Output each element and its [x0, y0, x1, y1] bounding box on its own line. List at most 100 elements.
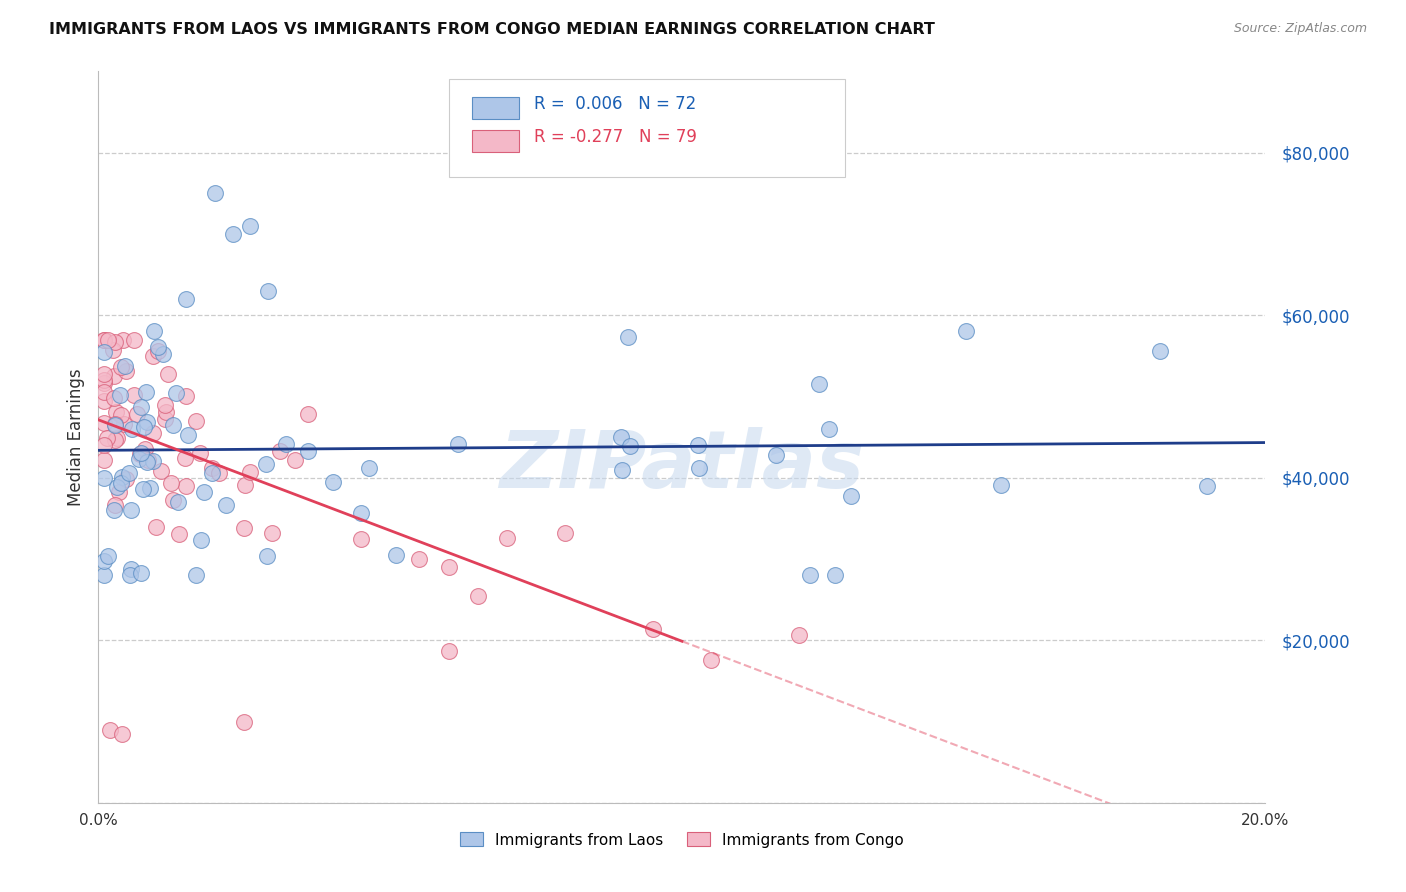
Point [104, 417, 127, 431]
Point [114, 364, 136, 378]
Point [129, 447, 152, 461]
Point [254, 458, 277, 472]
Point [174, 389, 197, 403]
Point [148, 343, 170, 358]
Point [134, 442, 156, 456]
Point [256, 549, 278, 563]
Point [110, 388, 132, 402]
Point [239, 219, 262, 233]
Point [765, 448, 787, 462]
Point [817, 422, 839, 436]
Legend: Immigrants from Laos, Immigrants from Congo: Immigrants from Laos, Immigrants from Co… [454, 826, 910, 854]
Y-axis label: Median Earnings: Median Earnings [66, 368, 84, 506]
Point [990, 478, 1012, 492]
Point [93, 373, 115, 387]
Point [167, 495, 190, 509]
Point [132, 419, 155, 434]
Point [121, 422, 143, 436]
Point [467, 589, 489, 603]
Point [139, 481, 162, 495]
Point [155, 405, 177, 419]
Point [149, 464, 172, 478]
Point [108, 485, 131, 500]
Point [496, 531, 519, 545]
Point [177, 428, 200, 442]
Point [437, 560, 460, 574]
Point [128, 452, 150, 467]
Point [233, 478, 256, 492]
Point [110, 409, 132, 423]
Point [105, 480, 128, 494]
Point [153, 412, 176, 426]
Point [145, 520, 167, 534]
Point [612, 463, 634, 477]
Point [188, 445, 211, 459]
Point [839, 489, 862, 503]
Point [184, 568, 207, 582]
Point [201, 466, 224, 480]
Point [262, 525, 284, 540]
Point [122, 333, 145, 347]
Point [208, 466, 231, 480]
Point [93, 394, 115, 409]
Point [93, 471, 115, 485]
Point [204, 186, 226, 201]
Point [118, 466, 141, 480]
Point [350, 533, 373, 547]
Point [808, 376, 831, 391]
Point [160, 475, 183, 490]
Point [93, 416, 115, 430]
Point [215, 498, 238, 512]
Point [447, 437, 470, 451]
Point [122, 388, 145, 402]
Point [173, 450, 195, 465]
Point [103, 502, 125, 516]
Point [274, 436, 297, 450]
Point [135, 384, 157, 399]
Point [110, 475, 132, 490]
Point [297, 407, 319, 421]
Point [174, 292, 197, 306]
Point [256, 284, 278, 298]
Point [136, 454, 159, 468]
Point [93, 385, 115, 400]
Point [93, 376, 115, 390]
Point [616, 330, 638, 344]
Point [408, 551, 430, 566]
Point [93, 554, 115, 568]
Point [131, 566, 153, 580]
Point [129, 400, 152, 414]
Point [112, 417, 135, 431]
Point [162, 417, 184, 432]
Point [350, 506, 373, 520]
Point [955, 325, 977, 339]
Point [136, 453, 159, 467]
Point [120, 562, 142, 576]
Point [142, 349, 165, 363]
Point [167, 527, 190, 541]
Point [153, 398, 176, 412]
Point [96, 431, 118, 445]
Point [93, 368, 115, 382]
Point [201, 461, 224, 475]
Point [186, 414, 208, 428]
Point [93, 438, 115, 452]
Point [437, 644, 460, 658]
Point [787, 628, 810, 642]
Point [165, 386, 187, 401]
Point [98, 723, 121, 737]
Point [162, 492, 184, 507]
Point [233, 714, 256, 729]
Point [221, 227, 243, 241]
Point [112, 333, 135, 347]
FancyBboxPatch shape [472, 97, 519, 119]
Point [129, 446, 152, 460]
Text: ZIPatlas: ZIPatlas [499, 427, 865, 506]
Point [156, 367, 179, 381]
Point [190, 533, 212, 547]
Point [152, 347, 174, 361]
Point [284, 452, 307, 467]
Point [120, 568, 142, 582]
Point [110, 359, 132, 374]
Point [1149, 343, 1171, 358]
